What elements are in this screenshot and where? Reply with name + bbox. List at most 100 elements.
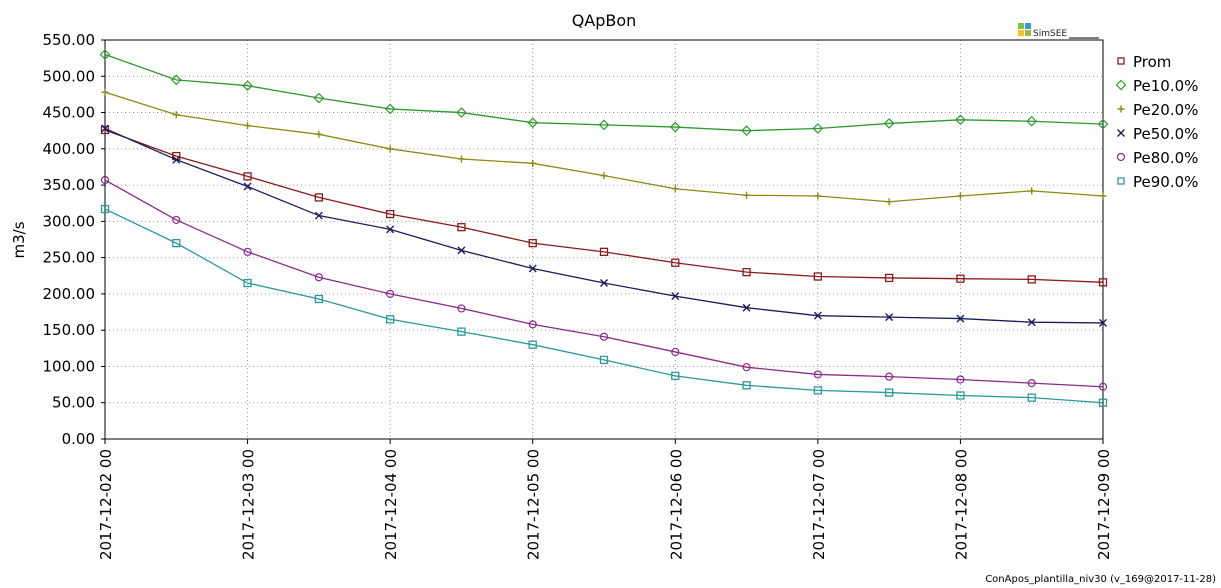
data-point (456, 107, 467, 118)
logo-square (1018, 30, 1024, 36)
data-point (669, 121, 681, 133)
legend-item: Pe20.0% (1117, 101, 1198, 119)
x-tick-label: 2017-12-07 00 (810, 449, 828, 560)
legend-marker (1117, 177, 1125, 185)
legend-item: Pe10.0% (1115, 77, 1198, 95)
data-point (671, 292, 680, 301)
data-point (386, 289, 395, 299)
data-point (1026, 115, 1038, 127)
data-point (956, 274, 965, 283)
data-point (741, 125, 752, 137)
y-tick-label: 200.00 (43, 285, 96, 303)
series-Pe90.0% (100, 204, 1108, 407)
legend-marker (1117, 105, 1125, 113)
data-point (671, 371, 680, 381)
data-point (172, 238, 181, 248)
data-point (671, 347, 680, 357)
data-point (742, 363, 751, 372)
data-point (385, 209, 395, 219)
legend-item: Pe80.0% (1116, 149, 1198, 167)
data-point (172, 111, 180, 119)
legend-label: Pe10.0% (1133, 77, 1198, 95)
data-point (172, 155, 181, 164)
data-point (742, 303, 751, 312)
data-point (671, 185, 679, 193)
data-point (742, 381, 751, 390)
y-tick-label: 150.00 (43, 321, 96, 339)
data-point (170, 74, 182, 86)
data-point (884, 273, 894, 283)
data-point (1098, 382, 1108, 391)
footer-caption: ConApos_plantilla_niv30 (v_169@2017-11-2… (985, 574, 1216, 585)
data-point (956, 391, 965, 400)
y-axis-label: m3/s (10, 221, 28, 258)
data-point (243, 172, 252, 181)
data-point (814, 192, 822, 200)
data-point (885, 372, 894, 381)
series-Prom (100, 125, 1108, 287)
data-point (315, 130, 323, 138)
data-point (883, 118, 895, 129)
data-point (956, 192, 964, 200)
data-point (599, 332, 609, 341)
logo-square (1025, 30, 1031, 36)
simsee-logo: SimSEE (1018, 23, 1099, 39)
data-point (956, 314, 965, 323)
series-line (104, 208, 1104, 404)
legend-marker (1115, 79, 1127, 91)
logo-text: SimSEE (1033, 29, 1067, 39)
data-point (884, 388, 894, 397)
data-point (812, 123, 824, 134)
y-axis: 0.00 50.00 100.00 150.00 200.00 250.00 300.00 3… (43, 31, 105, 448)
data-point (956, 375, 965, 384)
data-point (1097, 118, 1109, 130)
data-point (742, 267, 751, 277)
data-point (527, 117, 539, 129)
series-Pe50.0% (101, 124, 1107, 327)
data-point (243, 182, 252, 191)
legend-label: Pe50.0% (1133, 125, 1198, 143)
x-tick-label: 2017-12-03 00 (240, 449, 258, 560)
series-Pe10.0% (99, 49, 1109, 137)
data-point (313, 92, 325, 104)
y-tick-label: 400.00 (43, 140, 96, 158)
legend-marker (1117, 57, 1125, 65)
y-tick-label: 350.00 (43, 176, 96, 194)
plot-area (104, 39, 1104, 440)
data-point (314, 211, 323, 220)
data-point (599, 355, 609, 365)
x-tick-label: 2017-12-08 00 (952, 449, 970, 560)
data-point (1099, 192, 1107, 200)
series-Pe80.0% (100, 175, 1108, 391)
data-point (172, 215, 181, 225)
data-point (1027, 379, 1036, 388)
x-axis: 2017-12-02 00 2017-12-03 00 2017-12-04 00 2… (97, 439, 1113, 560)
data-point (529, 159, 537, 167)
data-point (599, 247, 609, 256)
legend-label: Pe90.0% (1133, 173, 1198, 191)
legend-label: Prom (1133, 53, 1171, 71)
data-point (1027, 318, 1036, 327)
legend-item: Pe90.0% (1117, 173, 1198, 191)
data-point (457, 304, 466, 313)
data-point (598, 119, 610, 131)
series-line (104, 53, 1104, 132)
legend-label: Pe80.0% (1133, 149, 1198, 167)
legend-marker (1117, 129, 1125, 137)
data-point (242, 80, 253, 92)
data-point (1099, 318, 1107, 327)
data-point (100, 175, 110, 185)
data-point (1027, 393, 1036, 402)
y-tick-label: 550.00 (43, 31, 96, 49)
chart-title: QApBon (572, 11, 637, 30)
data-point (457, 246, 466, 255)
series-Pe20.0% (101, 88, 1107, 206)
y-tick-label: 100.00 (43, 357, 96, 375)
x-tick-label: 2017-12-02 00 (97, 449, 115, 560)
legend-item: Prom (1117, 53, 1171, 71)
data-point (457, 327, 466, 336)
data-point (600, 172, 608, 180)
x-tick-label: 2017-12-05 00 (525, 449, 543, 560)
data-point (528, 238, 537, 248)
series-line (104, 179, 1104, 388)
